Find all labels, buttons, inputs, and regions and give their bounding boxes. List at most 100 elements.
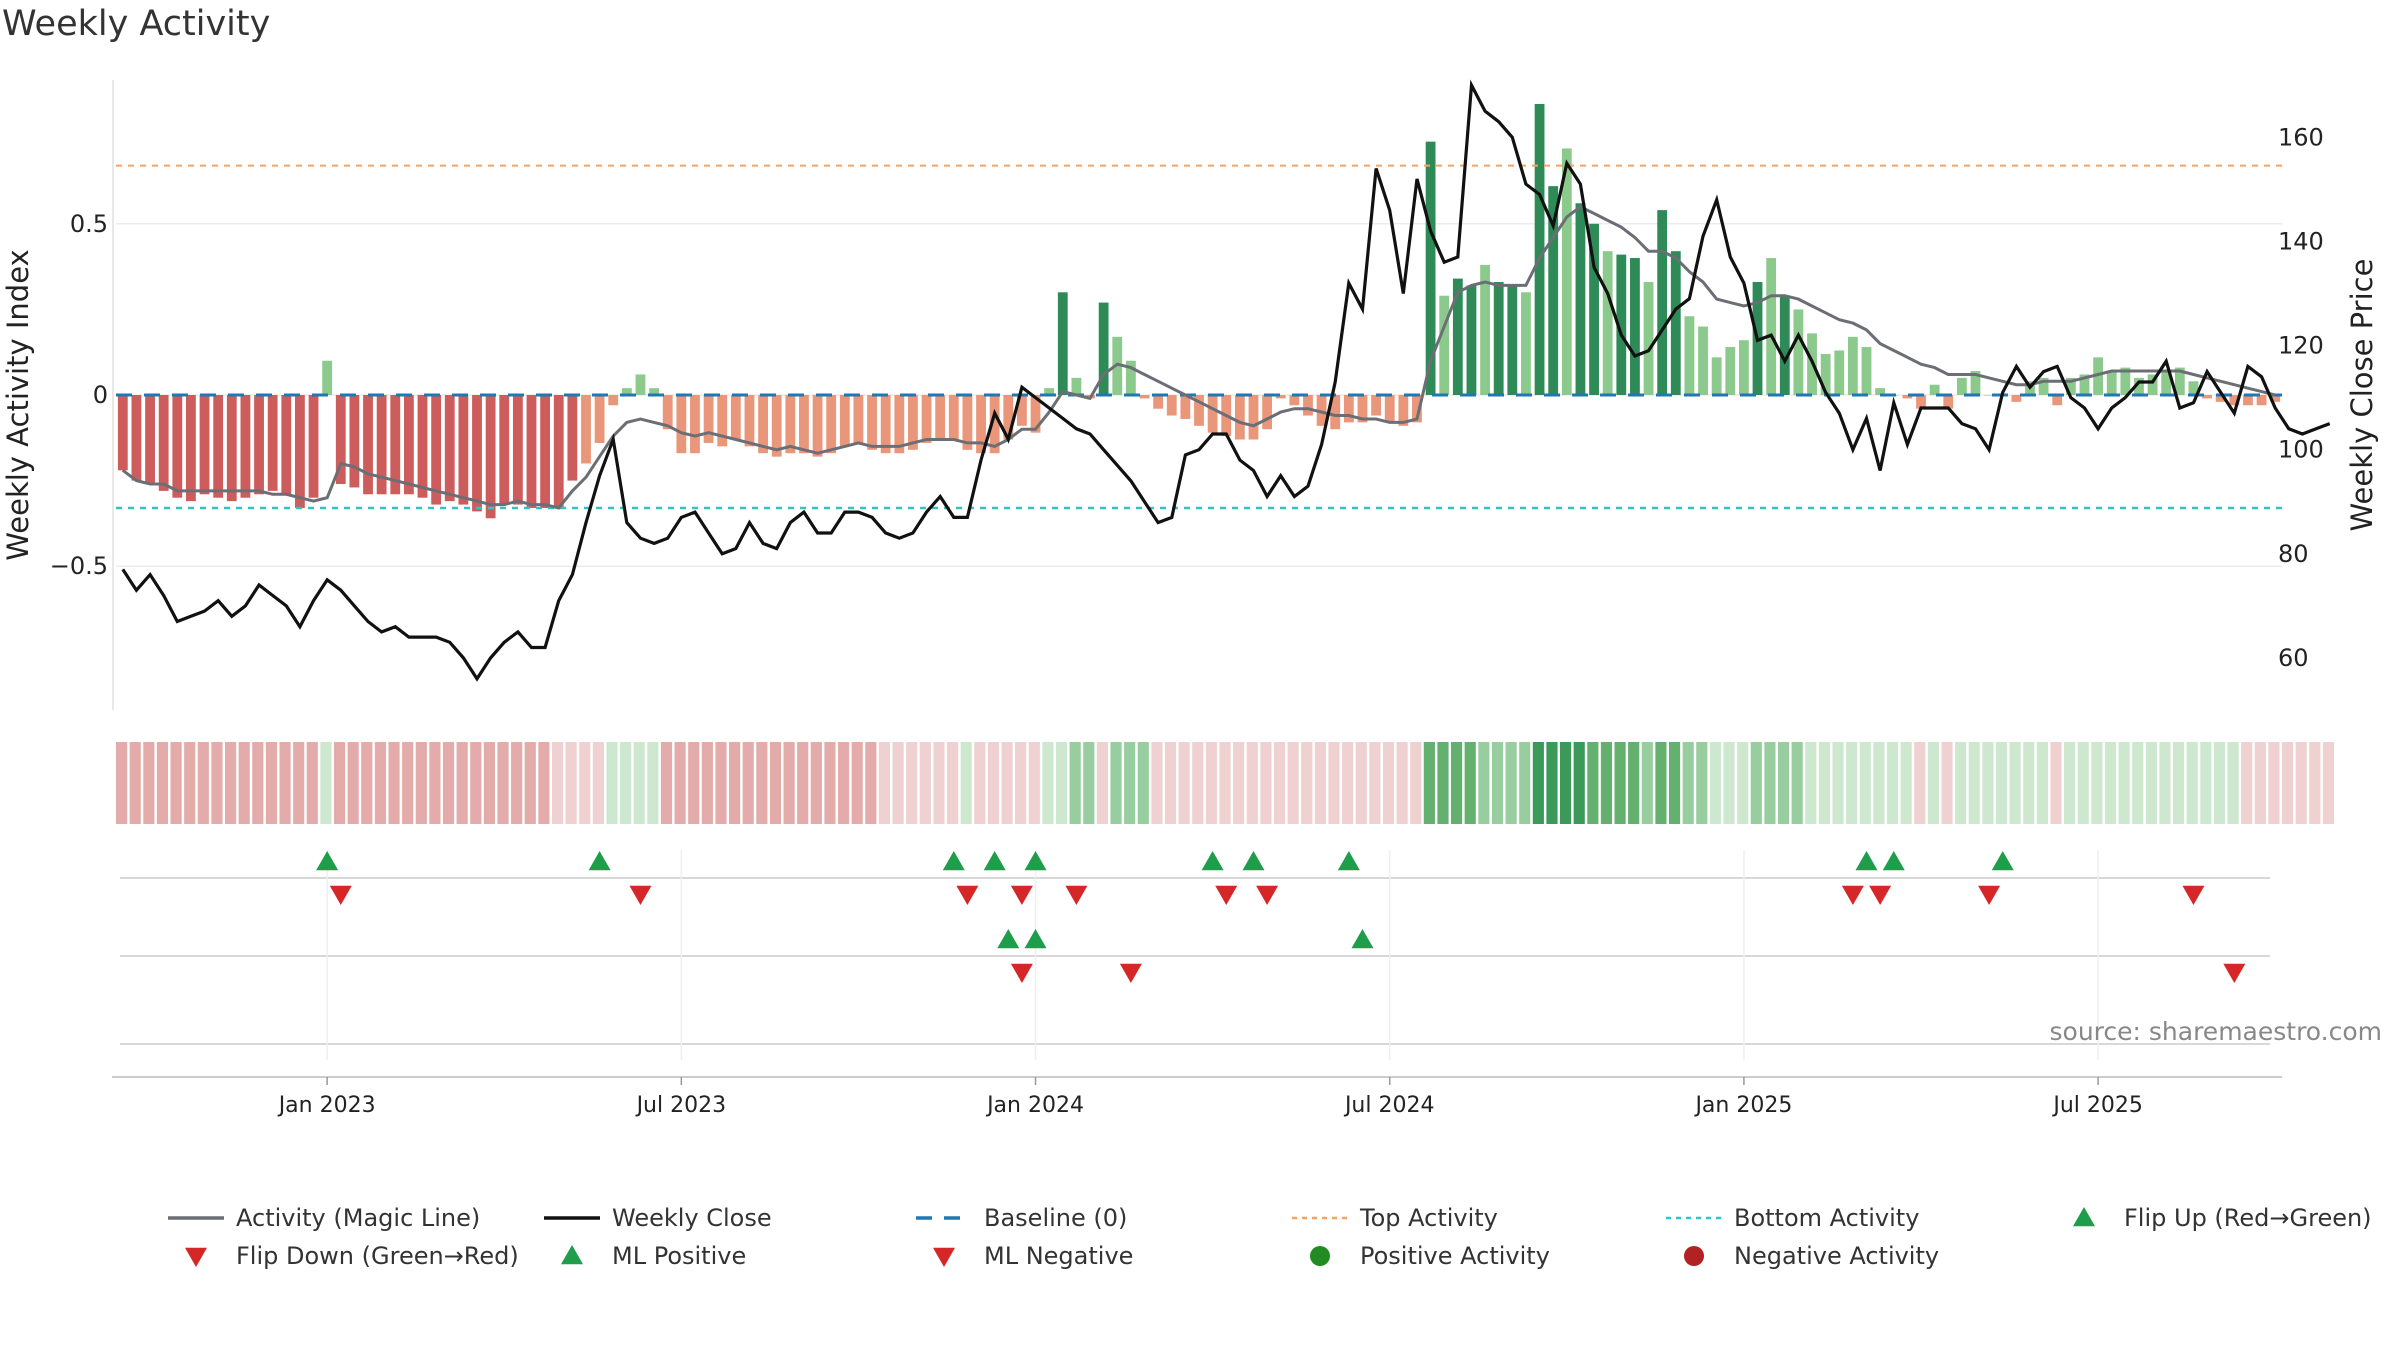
activity-bar <box>1248 395 1259 440</box>
activity-bar <box>1207 395 1218 433</box>
flip-down-marker <box>1978 885 2001 905</box>
activity-bar <box>662 395 673 430</box>
activity-bar <box>649 388 659 395</box>
activity-bar <box>1357 395 1368 423</box>
legend-swatch <box>185 1247 207 1267</box>
strip-cell <box>1396 742 1408 824</box>
flip-down-marker <box>629 885 652 905</box>
activity-bar <box>2174 367 2185 395</box>
activity-bar <box>1343 395 1354 423</box>
strip-cell <box>1764 742 1776 824</box>
activity-bar <box>322 360 333 395</box>
activity-bar <box>1820 353 1831 395</box>
strip-cell <box>1219 742 1231 824</box>
legend-label: Positive Activity <box>1360 1242 1550 1270</box>
activity-bar <box>335 395 346 485</box>
activity-bar <box>2134 377 2144 395</box>
strip-cell <box>483 742 495 824</box>
strip-cell <box>1096 742 1109 824</box>
activity-bar <box>962 395 973 450</box>
legend-swatch <box>2073 1207 2095 1227</box>
activity-bar <box>2147 374 2158 395</box>
activity-bar <box>1970 371 1981 395</box>
strip-cell <box>579 742 591 824</box>
activity-bar <box>989 395 1000 454</box>
activity-bar <box>540 395 551 508</box>
strip-cell <box>1832 742 1844 824</box>
flip-up-marker <box>983 851 1006 871</box>
activity-bar <box>839 395 850 447</box>
strip-cell <box>1560 742 1572 824</box>
activity-bar <box>1711 357 1722 395</box>
activity-bar <box>1180 395 1191 419</box>
strip-cell <box>660 742 673 824</box>
strip-cell <box>701 742 713 824</box>
strip-cell <box>1914 742 1926 824</box>
strip-cell <box>2145 742 2157 824</box>
activity-bar <box>1289 395 1300 406</box>
strip-cell <box>1464 742 1476 824</box>
strip-cell <box>1164 742 1177 824</box>
strip-cell <box>1777 742 1790 824</box>
weekly-close-line <box>121 79 2331 682</box>
activity-bar <box>1956 377 1967 395</box>
flip-down-marker <box>1841 885 1864 905</box>
flip-down-marker <box>1065 885 1088 905</box>
strip-cell <box>1137 742 1149 824</box>
activity-bar <box>2270 395 2281 402</box>
activity-bar <box>1493 282 1504 395</box>
flip-down-marker <box>1010 885 1033 905</box>
strip-cell <box>551 742 564 824</box>
strip-cell <box>878 742 891 824</box>
activity-bar <box>2106 371 2117 395</box>
reference-lines <box>116 164 2282 510</box>
strip-cell <box>1151 742 1163 824</box>
activity-bar <box>1984 395 1995 396</box>
strip-cell <box>1668 742 1681 824</box>
flip-down-marker <box>956 885 979 905</box>
strip-cell <box>1382 742 1395 824</box>
legend-label: ML Negative <box>984 1242 1133 1270</box>
y-axis-label: Weekly Activity Index <box>1 249 35 560</box>
strip-cell <box>797 742 809 824</box>
activity-bar <box>1616 254 1627 395</box>
activity-bar <box>1589 223 1599 395</box>
legend-label: Flip Up (Red→Green) <box>2124 1204 2372 1232</box>
strip-cell <box>1614 742 1626 824</box>
activity-bar <box>1262 395 1273 430</box>
strip-cell <box>1628 742 1640 824</box>
activity-bar <box>390 395 401 495</box>
legend-swatch <box>1310 1246 1330 1266</box>
activity-bar <box>363 395 373 495</box>
strip-cell <box>851 742 863 824</box>
strip-cell <box>1641 742 1653 824</box>
strip-cell <box>1451 742 1463 824</box>
strip-cell <box>592 742 604 824</box>
activity-bar <box>744 395 755 447</box>
legend-label: Activity (Magic Line) <box>236 1204 480 1232</box>
strip-cell <box>184 742 196 824</box>
strip-cell <box>1995 742 2008 824</box>
activity-bar <box>254 395 264 495</box>
strip-cell <box>1001 742 1013 824</box>
strip-cell <box>769 742 782 824</box>
legend-swatch <box>561 1245 583 1265</box>
strip-cell <box>211 742 223 824</box>
activity-bar <box>1534 103 1545 395</box>
flip-up-marker <box>1242 851 1265 871</box>
activity-bar <box>1929 384 1940 395</box>
strip-cell <box>960 742 972 824</box>
activity-bar <box>553 395 564 508</box>
strip-cell <box>2132 742 2144 824</box>
y2-tick-label: 100 <box>2278 436 2324 464</box>
activity-bar <box>676 395 687 454</box>
activity-bar <box>581 395 591 464</box>
flip-up-marker <box>316 851 339 871</box>
activity-bar <box>1630 258 1640 395</box>
activity-bar <box>867 395 877 450</box>
activity-bar <box>935 395 946 440</box>
strip-cell <box>524 742 536 824</box>
strip-cell <box>442 742 455 824</box>
strip-cell <box>1069 742 1081 824</box>
activity-bar <box>472 395 482 512</box>
